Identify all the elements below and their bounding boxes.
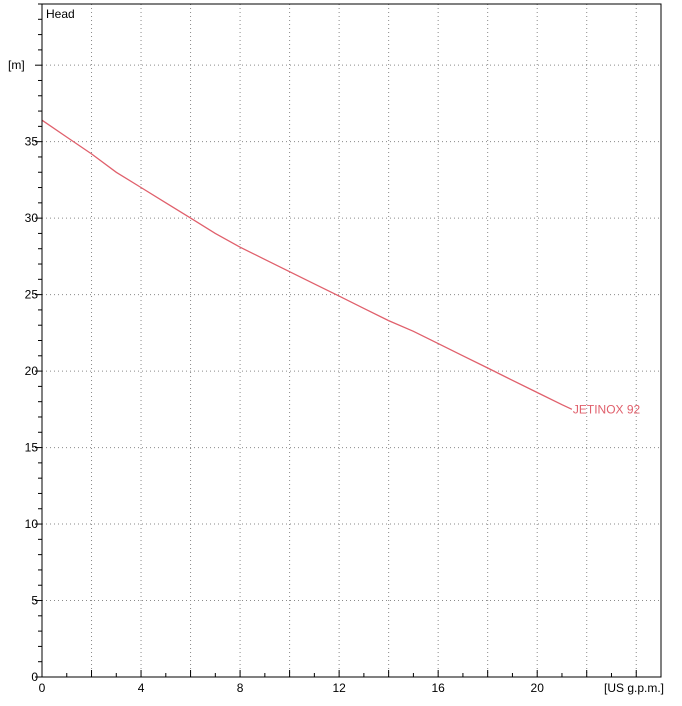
- x-tick-label: 20: [531, 681, 545, 695]
- y-tick-label: 35: [25, 135, 39, 149]
- x-tick-label: 0: [39, 681, 46, 695]
- y-tick-label: 25: [25, 288, 39, 302]
- y-axis-title: Head: [46, 7, 75, 21]
- x-tick-label: 16: [431, 681, 445, 695]
- y-tick-label: 5: [31, 594, 38, 608]
- y-tick-label: 15: [25, 441, 39, 455]
- series-label-jetinox-92: JETINOX 92: [573, 402, 641, 416]
- x-tick-label: 4: [138, 681, 145, 695]
- y-tick-label: 20: [25, 364, 39, 378]
- y-tick-label: 10: [25, 517, 39, 531]
- x-tick-label: 12: [332, 681, 346, 695]
- minor-ticks: [35, 3, 662, 678]
- y-tick-label: 0: [31, 670, 38, 684]
- y-tick-label: 30: [25, 211, 39, 225]
- series-layer: JETINOX 92: [41, 119, 641, 416]
- x-axis-unit: [US g.p.m.]: [604, 681, 664, 695]
- tick-labels: 0 4 8 12 16 20 0 5 10 15 20 25 30 35: [25, 135, 545, 695]
- x-tick-label: 8: [237, 681, 244, 695]
- plot-frame: [41, 3, 662, 678]
- y-axis-unit: [m]: [8, 58, 25, 72]
- series-line-jetinox-92: [41, 119, 573, 410]
- grid: [42, 4, 661, 677]
